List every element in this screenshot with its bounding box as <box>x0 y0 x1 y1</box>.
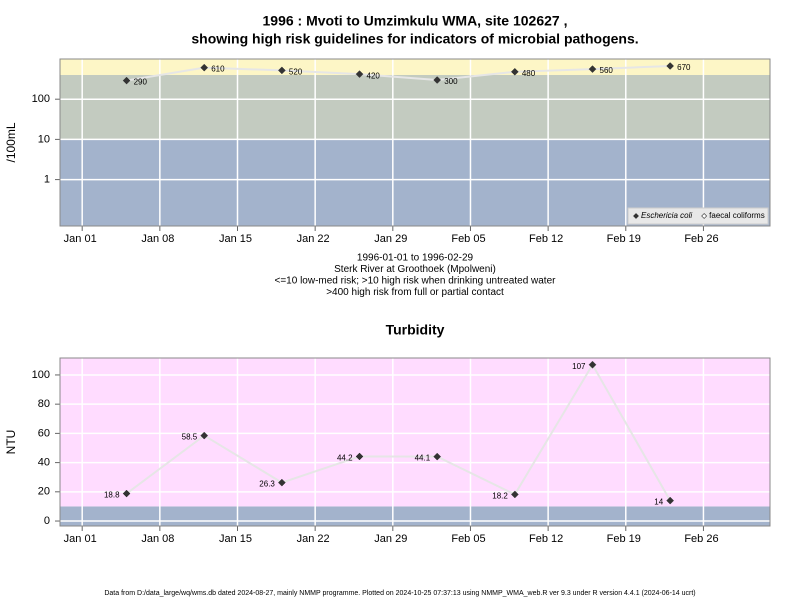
data-line <box>125 362 672 502</box>
data-label: 14 <box>654 498 663 507</box>
chart-title: 1996 : Mvoti to Umzimkulu WMA, site 1026… <box>263 13 568 29</box>
data-label: 480 <box>522 69 536 78</box>
footer: Data from D:/data_large/wq/wms.db dated … <box>104 590 695 597</box>
x-tick-label: Feb 26 <box>684 533 718 545</box>
data-label: 670 <box>677 63 691 72</box>
data-point <box>433 76 442 84</box>
data-point <box>666 62 675 70</box>
risk-band <box>60 358 770 507</box>
data-point <box>355 452 364 461</box>
y-tick-label: 100 <box>32 369 50 381</box>
data-label: 520 <box>289 68 303 77</box>
legend-box <box>627 207 769 225</box>
data-label: 290 <box>134 78 148 87</box>
x-tick-label: Feb 12 <box>529 233 563 245</box>
data-point <box>666 496 675 505</box>
y-axis-label: /100mL <box>4 122 18 162</box>
data-point <box>122 489 131 498</box>
data-point <box>278 478 286 487</box>
x-tick-label: Jan 15 <box>219 533 252 545</box>
data-label: 300 <box>444 77 458 86</box>
y-tick-label: 0 <box>44 515 50 527</box>
data-point <box>588 65 597 73</box>
data-label: 107 <box>572 362 586 371</box>
x-tick-label: Jan 08 <box>141 233 174 245</box>
risk-band <box>60 506 770 526</box>
x-tick-label: Jan 01 <box>64 533 97 545</box>
data-label: 610 <box>211 65 225 74</box>
x-tick-label: Jan 22 <box>297 233 330 245</box>
data-label: 18.2 <box>492 492 508 501</box>
data-label: 560 <box>600 66 614 75</box>
y-tick-label: 1 <box>44 173 50 185</box>
annotation: <=10 low-med risk; >10 high risk when dr… <box>275 276 557 287</box>
annotation: 1996-01-01 to 1996-02-29 <box>357 253 474 264</box>
data-point <box>278 66 286 75</box>
y-tick-label: 60 <box>38 427 50 439</box>
data-point <box>510 490 519 499</box>
data-point <box>510 67 519 76</box>
data-label: 420 <box>367 71 381 80</box>
y-tick-label: 10 <box>38 133 50 145</box>
chart-title: Turbidity <box>386 322 445 338</box>
data-label: 58.5 <box>182 433 198 442</box>
x-tick-label: Jan 29 <box>374 533 407 545</box>
legend-marker <box>633 213 639 219</box>
data-point <box>355 70 364 78</box>
x-tick-label: Jan 29 <box>374 233 407 245</box>
data-point <box>200 63 209 72</box>
x-tick-label: Feb 12 <box>529 533 563 545</box>
data-line <box>126 64 671 82</box>
data-label: 26.3 <box>259 480 275 489</box>
x-tick-label: Feb 05 <box>451 233 485 245</box>
data-label: 44.1 <box>415 454 431 463</box>
x-tick-label: Feb 26 <box>684 233 718 245</box>
annotation: Sterk River at Groothoek (Mpolweni) <box>334 264 496 275</box>
x-tick-label: Feb 05 <box>451 533 485 545</box>
x-tick-label: Jan 15 <box>219 233 252 245</box>
legend-marker <box>701 213 708 219</box>
x-tick-label: Jan 22 <box>297 533 330 545</box>
legend-label: faecal coliforms <box>709 211 765 220</box>
plot-frame <box>59 357 771 527</box>
plot-frame <box>59 58 771 227</box>
y-axis-label: NTU <box>4 430 18 455</box>
data-label: 18.8 <box>104 491 120 500</box>
legend-label: Eschericia coli <box>641 211 692 220</box>
chart-title: showing high risk guidelines for indicat… <box>191 31 638 47</box>
data-point <box>588 360 597 369</box>
x-tick-label: Jan 08 <box>141 533 174 545</box>
data-label: 44.2 <box>337 454 353 463</box>
x-tick-label: Feb 19 <box>607 233 641 245</box>
y-tick-label: 40 <box>38 457 50 469</box>
data-point <box>200 431 209 440</box>
y-tick-label: 100 <box>32 93 50 105</box>
y-tick-label: 20 <box>38 486 50 498</box>
data-point <box>122 76 131 85</box>
y-tick-label: 80 <box>38 398 50 410</box>
data-point <box>433 452 442 461</box>
x-tick-label: Feb 19 <box>607 533 641 545</box>
annotation: >400 high risk from full or partial cont… <box>326 287 504 298</box>
x-tick-label: Jan 01 <box>64 233 97 245</box>
risk-band <box>60 74 770 140</box>
